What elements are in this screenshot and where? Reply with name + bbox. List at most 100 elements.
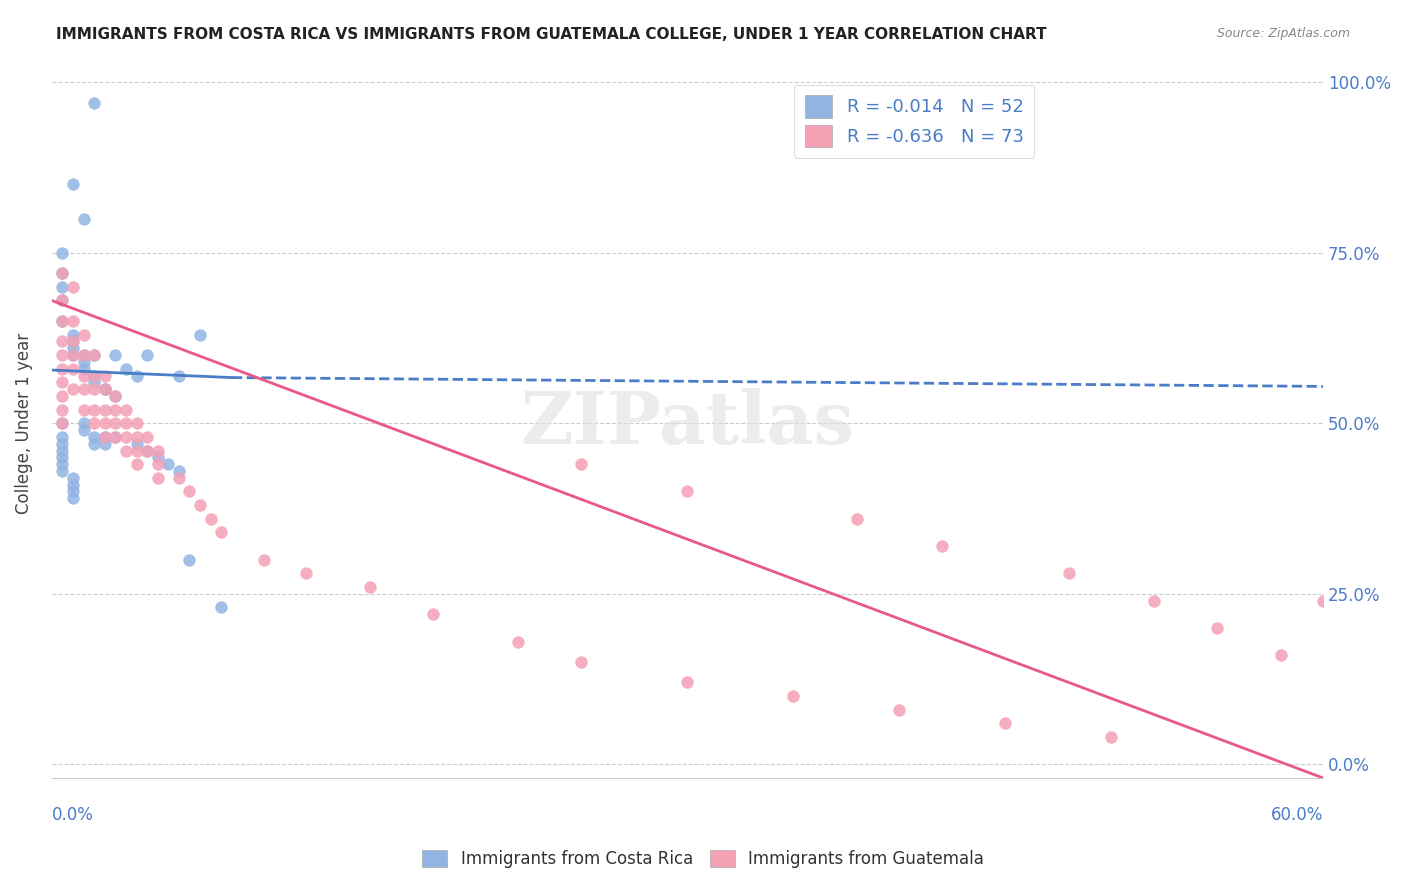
- Point: [994, 716, 1017, 731]
- Point: [506, 634, 529, 648]
- Point: [676, 484, 699, 499]
- Point: [782, 689, 804, 703]
- Point: [295, 566, 318, 581]
- Point: [51, 293, 73, 308]
- Point: [931, 539, 953, 553]
- Point: [72, 417, 94, 431]
- Point: [72, 361, 94, 376]
- Point: [104, 430, 127, 444]
- Point: [62, 477, 84, 491]
- Point: [104, 402, 127, 417]
- Point: [200, 512, 222, 526]
- Point: [83, 368, 105, 383]
- Point: [62, 361, 84, 376]
- Point: [93, 368, 115, 383]
- Point: [72, 355, 94, 369]
- Point: [571, 457, 593, 471]
- Legend: Immigrants from Costa Rica, Immigrants from Guatemala: Immigrants from Costa Rica, Immigrants f…: [416, 843, 990, 875]
- Point: [136, 443, 159, 458]
- Text: 60.0%: 60.0%: [1271, 806, 1323, 824]
- Point: [125, 430, 148, 444]
- Point: [146, 450, 169, 465]
- Point: [62, 471, 84, 485]
- Text: Source: ZipAtlas.com: Source: ZipAtlas.com: [1216, 27, 1350, 40]
- Point: [72, 402, 94, 417]
- Point: [51, 430, 73, 444]
- Point: [167, 471, 190, 485]
- Point: [125, 457, 148, 471]
- Point: [83, 376, 105, 390]
- Point: [51, 314, 73, 328]
- Point: [209, 525, 232, 540]
- Point: [104, 348, 127, 362]
- Point: [83, 436, 105, 450]
- Point: [93, 436, 115, 450]
- Point: [115, 402, 138, 417]
- Point: [93, 430, 115, 444]
- Point: [62, 327, 84, 342]
- Point: [93, 382, 115, 396]
- Point: [62, 348, 84, 362]
- Point: [62, 280, 84, 294]
- Point: [51, 293, 73, 308]
- Point: [104, 389, 127, 403]
- Y-axis label: College, Under 1 year: College, Under 1 year: [15, 333, 32, 514]
- Point: [167, 368, 190, 383]
- Point: [889, 703, 911, 717]
- Point: [72, 348, 94, 362]
- Point: [62, 341, 84, 355]
- Point: [125, 436, 148, 450]
- Point: [83, 95, 105, 110]
- Point: [51, 266, 73, 280]
- Point: [146, 471, 169, 485]
- Point: [125, 443, 148, 458]
- Point: [51, 245, 73, 260]
- Point: [1099, 730, 1122, 744]
- Point: [115, 417, 138, 431]
- Point: [83, 348, 105, 362]
- Point: [51, 314, 73, 328]
- Point: [62, 314, 84, 328]
- Text: 0.0%: 0.0%: [52, 806, 94, 824]
- Point: [104, 430, 127, 444]
- Point: [1142, 593, 1164, 607]
- Point: [157, 457, 180, 471]
- Point: [125, 417, 148, 431]
- Point: [115, 443, 138, 458]
- Point: [51, 376, 73, 390]
- Point: [136, 443, 159, 458]
- Point: [188, 327, 211, 342]
- Legend: R = -0.014   N = 52, R = -0.636   N = 73: R = -0.014 N = 52, R = -0.636 N = 73: [794, 85, 1035, 158]
- Point: [72, 348, 94, 362]
- Point: [146, 443, 169, 458]
- Point: [51, 443, 73, 458]
- Point: [179, 552, 201, 566]
- Point: [62, 334, 84, 349]
- Point: [1057, 566, 1080, 581]
- Point: [62, 348, 84, 362]
- Point: [115, 361, 138, 376]
- Point: [72, 368, 94, 383]
- Point: [51, 361, 73, 376]
- Point: [146, 457, 169, 471]
- Point: [93, 402, 115, 417]
- Point: [1270, 648, 1292, 663]
- Point: [83, 402, 105, 417]
- Point: [62, 382, 84, 396]
- Point: [72, 382, 94, 396]
- Point: [62, 178, 84, 192]
- Point: [136, 348, 159, 362]
- Point: [93, 430, 115, 444]
- Point: [51, 348, 73, 362]
- Point: [83, 348, 105, 362]
- Text: IMMIGRANTS FROM COSTA RICA VS IMMIGRANTS FROM GUATEMALA COLLEGE, UNDER 1 YEAR CO: IMMIGRANTS FROM COSTA RICA VS IMMIGRANTS…: [56, 27, 1047, 42]
- Point: [104, 417, 127, 431]
- Point: [51, 389, 73, 403]
- Point: [72, 423, 94, 437]
- Point: [83, 368, 105, 383]
- Point: [51, 436, 73, 450]
- Point: [93, 382, 115, 396]
- Point: [571, 655, 593, 669]
- Point: [83, 417, 105, 431]
- Point: [51, 450, 73, 465]
